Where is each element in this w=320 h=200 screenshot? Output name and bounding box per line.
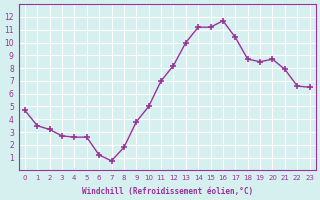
X-axis label: Windchill (Refroidissement éolien,°C): Windchill (Refroidissement éolien,°C)	[82, 187, 253, 196]
